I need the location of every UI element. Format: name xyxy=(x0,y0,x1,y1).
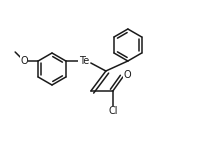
Text: O: O xyxy=(20,56,28,66)
Text: Te: Te xyxy=(79,56,89,66)
Text: Cl: Cl xyxy=(108,106,118,116)
Text: O: O xyxy=(123,70,131,80)
